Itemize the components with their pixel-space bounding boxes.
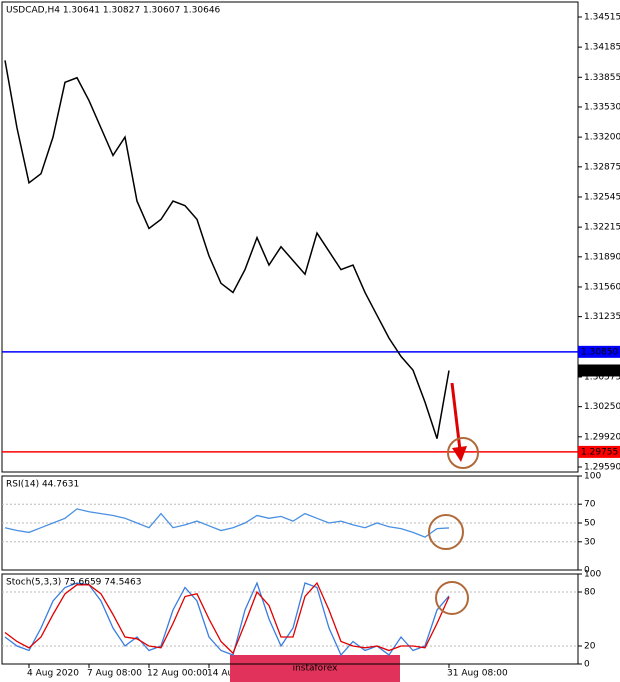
y-tick-label: 1.33200 — [584, 133, 620, 143]
annotation — [435, 581, 469, 615]
panel-frame — [1, 1, 579, 473]
y-tick-label: 0 — [584, 566, 590, 576]
y-tick-label: 0 — [584, 660, 590, 670]
price-label-box — [578, 364, 620, 377]
y-tick-label: 1.34515 — [584, 12, 620, 22]
price-label-box — [578, 445, 620, 458]
y-tick-label: 1.34185 — [584, 43, 620, 53]
series-line — [4, 581, 450, 655]
price-label-box — [578, 345, 620, 358]
y-tick-label: 1.30250 — [584, 402, 620, 412]
y-tick-label: 30 — [584, 537, 596, 547]
series-line — [4, 508, 450, 538]
x-tick-label: 31 Aug 08:00 — [447, 669, 508, 679]
y-tick-label: 1.32875 — [584, 162, 620, 172]
annotation — [452, 446, 467, 462]
y-tick-label: 70 — [584, 500, 596, 510]
y-tick-label: 1.30575 — [584, 372, 620, 382]
y-tick-label: 20 — [584, 642, 596, 652]
panel-title: RSI(14) 44.7631 — [6, 480, 79, 490]
y-tick-label: 1.32545 — [584, 192, 620, 202]
price-label: 1.30850 — [581, 347, 618, 357]
y-tick-label: 50 — [584, 519, 596, 529]
y-tick-label: 80 — [584, 588, 596, 598]
x-tick-label: 4 Aug 2020 — [27, 669, 79, 679]
x-tick-label: 12 Aug 00:00 — [147, 669, 208, 679]
price-label: 1.30646 — [581, 366, 618, 376]
annotation — [447, 437, 479, 469]
y-tick-label: 1.29920 — [584, 432, 620, 442]
panel-title: Stoch(5,3,3) 75.6659 74.5463 — [6, 578, 141, 588]
panel-frame — [1, 573, 579, 665]
watermark: instaforex — [293, 664, 338, 674]
series-line — [4, 60, 450, 439]
y-tick-label: 1.31235 — [584, 312, 620, 322]
y-tick-label: 100 — [584, 472, 601, 482]
annotation — [428, 514, 464, 550]
y-tick-label: 1.33530 — [584, 102, 620, 112]
y-tick-label: 100 — [584, 570, 601, 580]
price-label: 1.29755 — [581, 447, 618, 457]
y-tick-label: 1.31890 — [584, 252, 620, 262]
y-tick-label: 1.31560 — [584, 282, 620, 292]
watermark-box — [230, 655, 400, 682]
y-tick-label: 1.32215 — [584, 223, 620, 233]
x-tick-label: 7 Aug 08:00 — [87, 669, 142, 679]
y-tick-label: 1.29590 — [584, 462, 620, 472]
y-tick-label: 1.33855 — [584, 73, 620, 83]
panel-title: USDCAD,H4 1.30641 1.30827 1.30607 1.3064… — [6, 6, 221, 16]
